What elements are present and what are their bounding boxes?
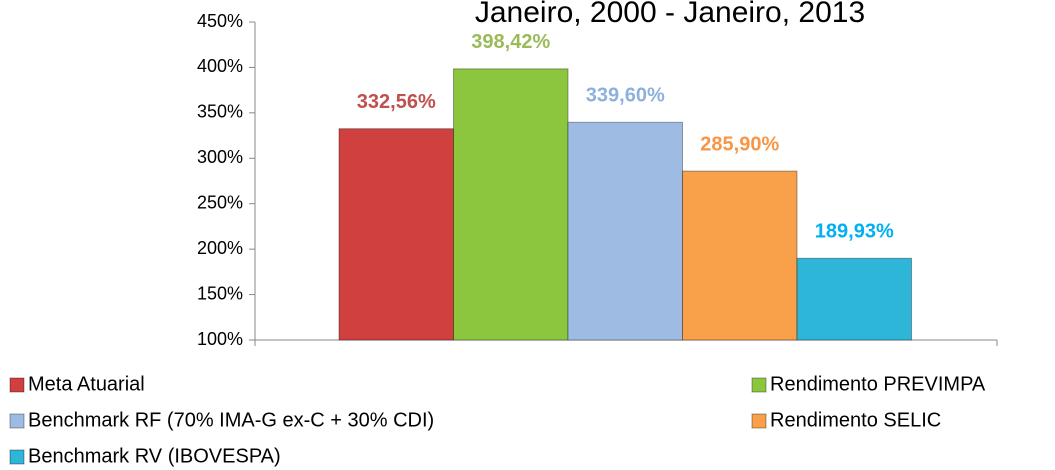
y-tick-label: 150% <box>197 283 243 303</box>
bar <box>796 257 912 341</box>
data-label: 332,56% <box>357 91 436 113</box>
y-tick-label: 300% <box>197 147 243 167</box>
chart-title: Janeiro, 2000 - Janeiro, 2013 <box>475 0 865 29</box>
data-label: 189,93% <box>815 221 894 243</box>
legend-label: Benchmark RF (70% IMA-G ex-C + 30% CDI) <box>28 409 434 431</box>
y-tick-label: 250% <box>197 192 243 212</box>
y-tick-label: 450% <box>197 11 243 31</box>
y-tick-label: 350% <box>197 102 243 122</box>
legend-swatch <box>751 413 767 429</box>
legend-label: Benchmark RV (IBOVESPA) <box>28 445 281 467</box>
data-label: 285,90% <box>700 133 779 155</box>
legend-label: Rendimento PREVIMPA <box>770 373 986 395</box>
y-tick-label: 400% <box>197 56 243 76</box>
legend-swatch <box>9 449 25 465</box>
legend-swatch <box>751 377 767 393</box>
legend-swatch <box>9 413 25 429</box>
legend-swatch <box>9 377 25 393</box>
bar <box>338 128 454 341</box>
data-label: 398,42% <box>471 31 550 53</box>
y-tick-label: 100% <box>197 329 243 349</box>
legend-label: Rendimento SELIC <box>770 409 941 431</box>
bar <box>453 68 569 341</box>
legend-label: Meta Atuarial <box>28 373 145 395</box>
data-label: 339,60% <box>586 85 665 107</box>
bar <box>567 121 683 341</box>
bar <box>682 170 798 341</box>
y-tick-label: 200% <box>197 238 243 258</box>
